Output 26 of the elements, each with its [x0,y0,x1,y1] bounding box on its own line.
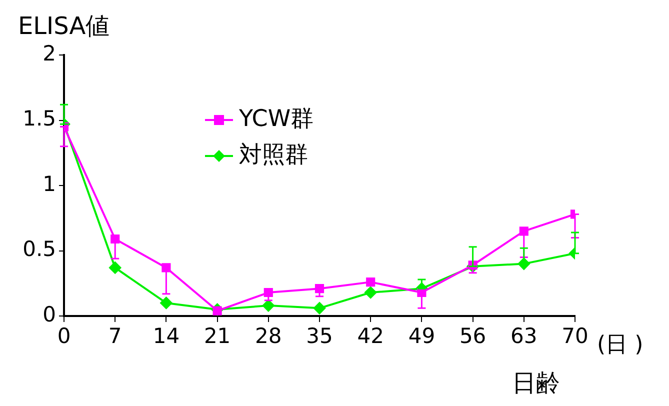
x-tick-label: 21 [204,324,231,348]
y-tick-label: 0.5 [22,237,56,262]
x-tick-label: 35 [306,324,333,348]
y-tick-label: 1.5 [22,106,56,131]
point [160,296,172,309]
text: (日 ) [597,332,644,358]
x-tick-label: 56 [459,324,486,348]
point [314,302,326,314]
y-tick-label: 0 [42,302,56,326]
x-tick-label: 42 [357,324,384,348]
legend-label: YCW群 [238,106,314,132]
legend-label: 対照群 [239,142,308,168]
x-tick-label: 28 [255,324,282,348]
point [262,300,274,312]
y-tick-label: 2 [42,41,56,66]
x-tick-label: 49 [408,324,436,348]
x-tick-label: 63 [510,324,538,348]
point [109,262,122,274]
y-tick-label: 1 [42,172,56,196]
x-tick-label: 70 [562,324,588,348]
x-tick-label: 14 [152,324,180,348]
x-axis-title: 日齢 [512,369,560,398]
point [366,278,376,287]
x-tick-label: 7 [108,324,122,348]
point [364,286,377,299]
y-axis-title: ELISA値 [18,12,110,40]
